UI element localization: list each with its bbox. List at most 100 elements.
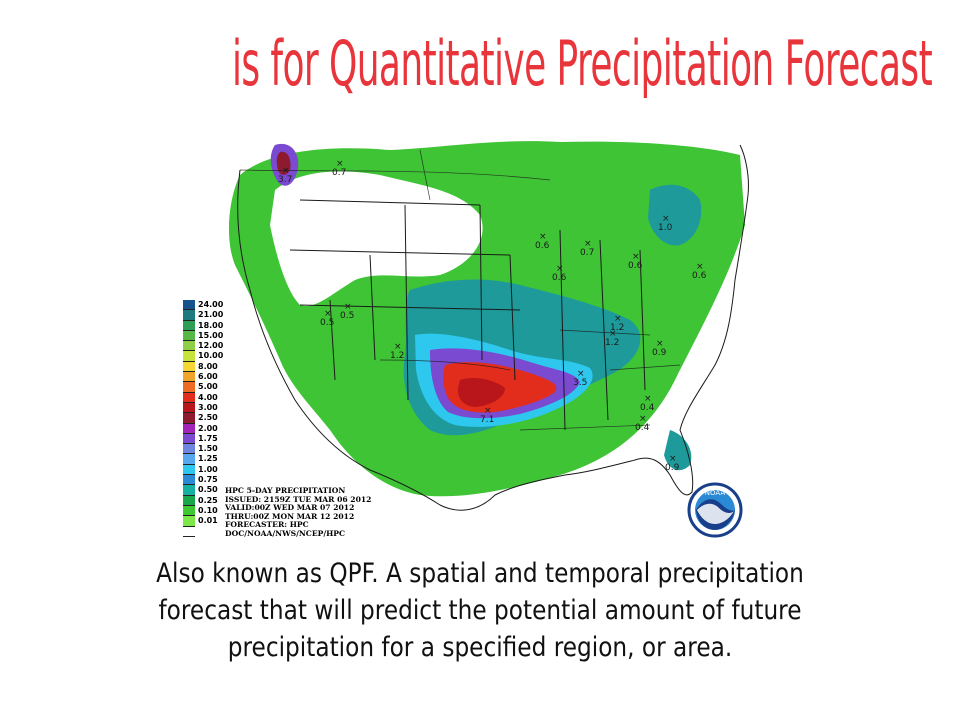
legend-label: 6.00	[198, 372, 218, 382]
legend-label: 4.00	[198, 392, 218, 402]
map-info-line: THRU:00Z MON MAR 12 2012	[225, 511, 355, 521]
legend-label: 15.00	[198, 330, 224, 340]
slide-title: is for Quantitative Precipitation Foreca…	[232, 27, 933, 100]
max-marker: ×	[656, 339, 664, 349]
max-value-label: 0.9	[652, 348, 667, 358]
max-marker: ×	[662, 214, 670, 224]
legend-row: 24.00	[183, 300, 245, 311]
legend-swatch	[183, 341, 195, 352]
legend-row: 0.01	[183, 516, 245, 527]
legend-label: 5.00	[198, 382, 218, 392]
max-value-label: 0.6	[535, 241, 550, 251]
max-value-label: 0.5	[320, 318, 334, 328]
legend-label: 18.00	[198, 320, 224, 330]
legend-swatch	[183, 505, 195, 517]
legend-swatch	[183, 454, 195, 465]
max-value-label: 0.6	[628, 261, 643, 271]
legend-label: 1.25	[198, 454, 218, 464]
legend-row	[183, 526, 245, 537]
legend-swatch	[183, 526, 195, 537]
max-value-label: 1.2	[605, 338, 619, 348]
map-info-line: ISSUED: 2159Z TUE MAR 06 2012	[225, 494, 372, 504]
legend-row: 1.00	[183, 464, 245, 476]
legend-label: 0.25	[198, 495, 218, 505]
max-marker: ×	[609, 329, 617, 339]
legend-swatch	[183, 495, 195, 506]
legend-row: 0.75	[183, 475, 245, 486]
legend-label: 3.00	[198, 402, 218, 412]
legend-row: 1.75	[183, 433, 245, 445]
map-info-block: HPC 5-DAY PRECIPITATION ISSUED: 2159Z TUE…	[225, 486, 445, 539]
legend-label: 2.00	[198, 423, 218, 433]
legend-swatch	[183, 310, 195, 321]
state-boundaries-thin	[239, 149, 681, 431]
max-marker: ×	[696, 262, 704, 272]
legend-row: 6.00	[183, 372, 245, 383]
max-marker: ×	[556, 264, 564, 274]
max-marker: ×	[577, 369, 585, 379]
max-marker: ×	[344, 302, 352, 312]
max-marker: ×	[539, 232, 547, 242]
legend-swatch	[183, 433, 195, 445]
max-marker: ×	[639, 414, 647, 424]
legend-row: 5.00	[183, 382, 245, 393]
legend-row: 8.00	[183, 361, 245, 373]
slide-caption: Also known as QPF. A spatial and tempora…	[156, 558, 804, 663]
legend-swatch	[183, 392, 195, 403]
max-marker: ×	[614, 314, 622, 324]
max-marker: ×	[584, 239, 592, 249]
legend-row: 10.00	[183, 351, 245, 362]
legend-label: 0.50	[198, 485, 218, 495]
map-info-line: VALID:00Z WED MAR 07 2012	[225, 503, 355, 513]
legend-swatch	[183, 351, 195, 362]
max-marker: ×	[669, 454, 677, 464]
noaa-logo-text: NOAA	[705, 489, 726, 497]
max-marker: ×	[324, 309, 332, 319]
qpf-map: 3.7 × 0.7 × 0.5 × 0.5 × 1.2 × 7.1 × 3.5 × 1.2 × 1.2 × 0.9 ×…	[180, 130, 770, 540]
legend-row: 18.00	[183, 320, 245, 331]
legend-row: 15.00	[183, 330, 245, 342]
legend-label: 1.75	[198, 433, 218, 443]
legend-row: 2.00	[183, 423, 245, 434]
map-info-line: FORECASTER: HPC	[225, 520, 309, 530]
max-value-label: 0.9	[665, 463, 680, 473]
legend-row: 21.00	[183, 310, 245, 321]
max-value-label: 1.2	[390, 351, 404, 361]
max-value-label: 0.4	[640, 403, 655, 413]
legend-label: 8.00	[198, 361, 218, 371]
precipitation-map-graphic: 3.7× 0.7×0.5× 0.5×1.2×7.1×3.5×1.2×1.2×0.9×…	[228, 141, 749, 511]
noaa-logo: NOAA	[687, 482, 743, 538]
legend-swatch	[183, 516, 195, 527]
legend-row: 3.00	[183, 402, 245, 414]
max-value-label: 7.1	[480, 415, 494, 425]
legend-swatch	[183, 300, 195, 311]
max-value-label: 0.7	[580, 248, 594, 258]
max-marker: ×	[336, 159, 344, 169]
legend-row: 0.25	[183, 495, 245, 506]
precipitation-legend: 24.00 21.00 18.00 15.00 12.00 10.00 8.00 6.00 5.…	[183, 300, 245, 537]
legend-row: 1.25	[183, 454, 245, 465]
legend-swatch	[183, 361, 195, 373]
max-value-label: 0.5	[340, 311, 354, 321]
legend-label: 21.00	[198, 310, 224, 320]
legend-swatch	[183, 402, 195, 414]
legend-label: 0.10	[198, 505, 218, 515]
legend-row: 0.50	[183, 485, 245, 496]
legend-swatch	[183, 382, 195, 393]
legend-swatch	[183, 413, 195, 424]
legend-row: 1.50	[183, 444, 245, 455]
max-value-label: 0.4	[635, 423, 650, 433]
legend-row: 2.50	[183, 413, 245, 424]
max-value-label: 3.5	[573, 378, 587, 388]
legend-label: 2.50	[198, 413, 218, 423]
max-value-label: 3.7	[278, 175, 292, 185]
legend-label: 1.50	[198, 444, 218, 454]
legend-swatch	[183, 464, 195, 476]
max-value-label: 0.6	[552, 273, 567, 283]
max-value-label: 0.6	[692, 271, 707, 281]
legend-swatch	[183, 330, 195, 342]
legend-label: 1.00	[198, 464, 218, 474]
map-info-line: HPC 5-DAY PRECIPITATION	[225, 486, 346, 495]
max-marker: ×	[394, 342, 402, 352]
legend-label: 10.00	[198, 351, 224, 361]
